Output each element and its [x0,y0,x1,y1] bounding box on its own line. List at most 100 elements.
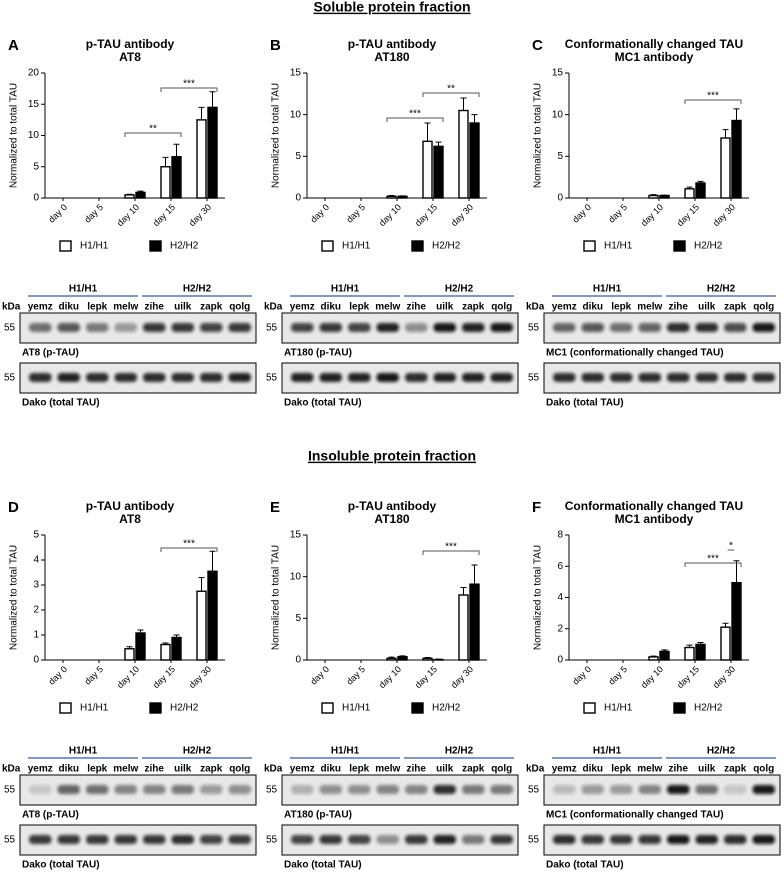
lane-label: lepk [87,302,107,313]
y-tick-label: 2 [33,605,39,616]
blot-band [752,373,775,382]
blot-unit: kDa [2,302,21,313]
x-tick-label: day 0 [46,202,69,225]
blot-band [490,835,513,844]
y-tick-label: 5 [295,613,301,624]
error-bar [722,622,729,628]
y-tick-label: 4 [557,592,563,603]
significance-bracket [386,117,444,122]
blot-label: AT8 (p-TAU) [22,810,79,821]
x-tick-label: day 5 [606,202,629,225]
error-bar [388,656,395,659]
x-tick-label: day 10 [115,202,141,228]
y-axis-label: Normalized to total TAU [9,83,20,188]
x-tick-label: day 0 [308,202,331,225]
x-tick-label: day 15 [151,202,177,228]
significance-label: * [729,541,733,552]
y-tick-label: 10 [290,571,302,582]
bar [458,594,469,661]
x-tick-label: day 30 [187,202,213,228]
x-tick-label: day 15 [675,664,701,690]
blot-band [724,835,747,844]
blot-band [433,373,456,382]
y-tick-label: 5 [557,151,563,162]
x-tick-label: day 5 [606,664,629,687]
lane-label: diku [582,764,603,775]
bar [160,643,171,661]
section-heading: Soluble protein fraction [313,0,470,15]
blot-band [29,373,52,382]
blot-marker: 55 [528,835,540,846]
blot-band [667,373,690,382]
blot-label: Dako (total TAU) [546,398,624,409]
y-tick-label: 4 [33,555,39,566]
lane-label: diku [58,764,79,775]
y-tick-label: 5 [295,151,301,162]
lane-label: zihe [669,764,689,775]
legend-swatch [321,702,334,714]
bar [720,626,731,661]
blot-band [86,323,109,332]
lane-label: lepk [349,302,369,313]
blot-band [610,323,633,332]
blot-marker: 55 [4,835,16,846]
lane-label: yemz [552,764,577,775]
blot-band [752,785,775,794]
lane-label: yemz [28,302,53,313]
y-tick-label: 10 [28,130,40,141]
blot-band [348,785,371,794]
error-bar [733,108,740,121]
chart-title: AT8 [119,512,141,526]
legend-label: H1/H1 [604,703,633,714]
lane-label: melw [113,764,138,775]
blot-band [752,835,775,844]
legend-swatch [321,240,334,252]
legend-swatch [583,240,596,252]
y-tick-label: 15 [290,68,302,79]
lane-label: diku [582,302,603,313]
chart-title: AT180 [374,512,409,526]
panel-letter: B [270,37,281,54]
legend-swatch [149,240,162,252]
legend-label: H2/H2 [432,241,461,252]
blot-band [667,785,690,794]
blot-unit: kDa [526,302,545,313]
blot-band [228,323,251,332]
error-bar [435,141,442,147]
y-tick-label: 8 [557,530,563,541]
blot-band [143,373,166,382]
legend-label: H1/H1 [604,241,633,252]
bar [659,650,670,661]
lane-label: zapk [462,302,485,313]
error-bar [424,657,431,659]
blot-marker: 55 [528,373,540,384]
significance-label: ** [447,84,455,95]
x-tick-label: day 5 [82,202,105,225]
lane-label: yemz [552,302,577,313]
significance-bracket [160,87,218,92]
lane-label: melw [637,764,662,775]
x-tick-label: day 15 [413,664,439,690]
blot-band [57,373,80,382]
lane-label: qolg [229,302,250,313]
error-bar [399,655,406,657]
error-bar [198,106,205,120]
significance-bracket [422,550,480,555]
blot-band [200,835,223,844]
legend-swatch [149,702,162,714]
blot-band [752,323,775,332]
bar [648,656,659,661]
y-tick-label: 2 [557,623,563,634]
blot-band [695,785,718,794]
blot-marker: 55 [4,373,16,384]
error-bar [697,180,704,183]
blot-group-label: H1/H1 [593,284,622,295]
blot-marker: 55 [528,785,540,796]
blot-band [553,373,576,382]
blot-band [319,323,342,332]
blot-band [462,835,485,844]
legend-swatch [411,702,424,714]
blot-band [638,835,661,844]
blot-band [490,323,513,332]
legend-swatch [673,240,686,252]
